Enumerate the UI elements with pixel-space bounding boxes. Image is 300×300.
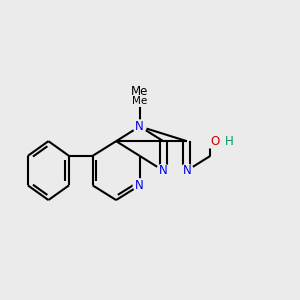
- Circle shape: [204, 135, 217, 148]
- Text: O: O: [210, 135, 220, 148]
- Circle shape: [157, 164, 170, 177]
- Circle shape: [133, 92, 146, 105]
- Text: H: H: [225, 135, 234, 148]
- Circle shape: [133, 179, 146, 192]
- Text: N: N: [182, 164, 191, 177]
- Circle shape: [204, 135, 217, 148]
- Text: N: N: [159, 164, 168, 177]
- Circle shape: [132, 91, 148, 106]
- Text: Me: Me: [131, 85, 148, 98]
- Text: N: N: [135, 179, 144, 192]
- Circle shape: [133, 120, 146, 133]
- Text: Me: Me: [132, 96, 147, 106]
- Text: N: N: [135, 120, 144, 133]
- Circle shape: [180, 164, 193, 177]
